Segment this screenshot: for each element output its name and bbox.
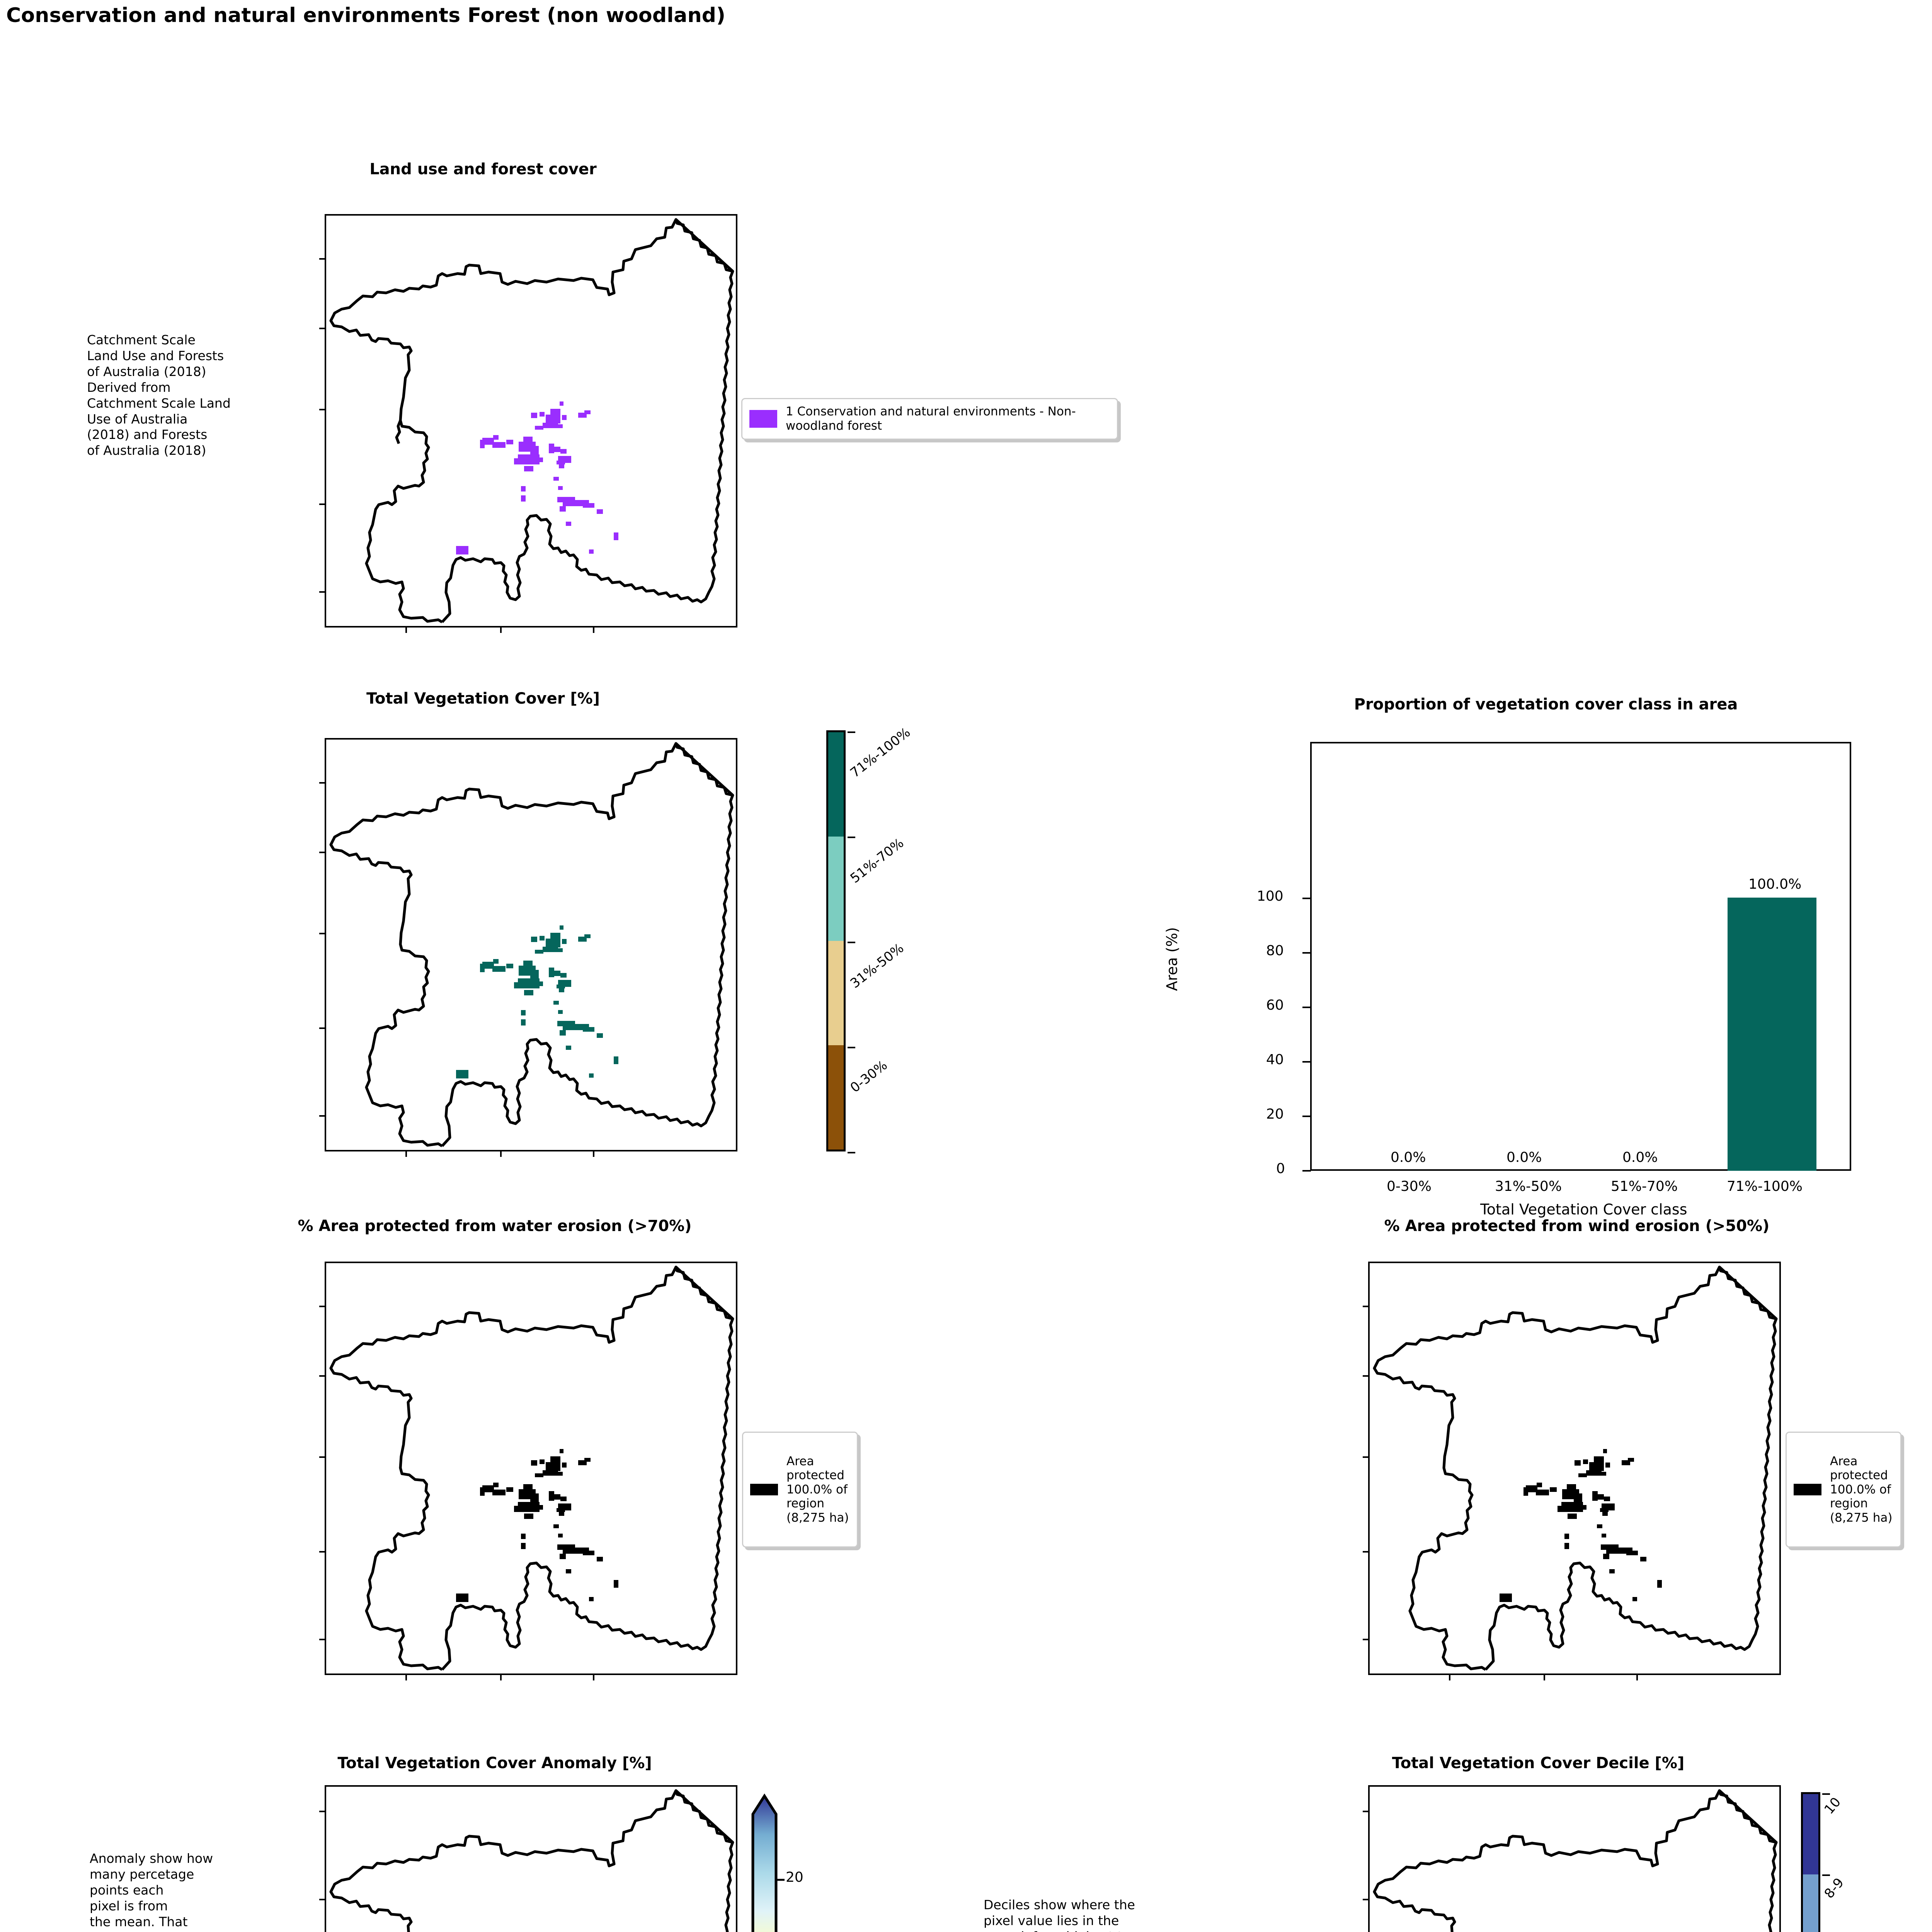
chart-xlabel: Total Vegetation Cover class	[1480, 1201, 1687, 1218]
decile-band-10	[1803, 1794, 1818, 1875]
panel-title-land-use: Land use and forest cover	[369, 160, 597, 178]
ytick-60: 60	[1266, 997, 1284, 1013]
land-use-geometry	[329, 218, 734, 624]
map-veg-cover	[319, 738, 737, 1157]
chart-title: Proportion of vegetation cover class in …	[1354, 696, 1738, 713]
panel-title-wind-erosion: % Area protected from wind erosion (>50%…	[1384, 1217, 1770, 1235]
ytick-80: 80	[1266, 943, 1284, 959]
decile-colorbar	[1801, 1792, 1830, 1932]
wind-erosion-legend-label: Area protected 100.0% of region (8,275 h…	[1830, 1454, 1893, 1525]
anomaly-raster	[326, 1787, 736, 1932]
ytick-0: 0	[1276, 1161, 1285, 1177]
xtick-0-30: 0-30%	[1387, 1179, 1432, 1194]
veg-cover-colorbar	[826, 730, 855, 1153]
colorbar-label-31-50: 31%-50%	[847, 940, 907, 992]
chart-plot-area	[1310, 742, 1851, 1171]
anomaly-colorbar	[751, 1793, 785, 1932]
bar-chart: 0 20 40 60 80 100 0.0% 0.0% 0.0% 100.0% …	[1164, 726, 1867, 1218]
bar-value-71-100: 100.0%	[1748, 876, 1802, 892]
veg-cover-raster	[456, 925, 618, 1078]
xtick-51-70: 51%-70%	[1611, 1179, 1678, 1194]
colorbar-label-71-100: 71%-100%	[847, 724, 914, 781]
colorbar-label-0-30: 0-30%	[847, 1057, 890, 1096]
map-water-erosion	[319, 1262, 737, 1680]
colorbar-band-0-30	[828, 1045, 844, 1150]
veg-cover-geometry	[329, 742, 734, 1148]
xtick-71-100: 71%-100%	[1727, 1179, 1803, 1194]
xtick-31-50: 31%-50%	[1495, 1179, 1562, 1194]
wind-erosion-legend: Area protected 100.0% of region (8,275 h…	[1786, 1432, 1901, 1548]
land-use-legend-swatch	[749, 410, 777, 428]
bar-value-51-70: 0.0%	[1622, 1150, 1658, 1165]
bar-value-31-50: 0.0%	[1506, 1150, 1542, 1165]
map-decile	[1363, 1785, 1781, 1932]
colorbar-band-51-70	[828, 837, 844, 941]
ytick-100: 100	[1257, 888, 1283, 904]
land-use-legend: 1 Conservation and natural environments …	[741, 398, 1118, 440]
map-anomaly	[319, 1785, 737, 1932]
decile-note: Deciles show where the pixel value lies …	[984, 1897, 1135, 1932]
panel-title-anomaly: Total Vegetation Cover Anomaly [%]	[337, 1754, 652, 1772]
panel-title-decile: Total Vegetation Cover Decile [%]	[1392, 1754, 1685, 1772]
water-erosion-legend: Area protected 100.0% of region (8,275 h…	[742, 1432, 858, 1548]
water-erosion-raster	[456, 1449, 618, 1602]
chart-ylabel: Area (%)	[1163, 927, 1181, 991]
colorbar-band-31-50	[828, 941, 844, 1045]
map-land-use	[319, 214, 737, 633]
decile-label-8-9: 8-9	[1821, 1875, 1847, 1901]
anomaly-note: Anomaly show how many percetage points e…	[90, 1851, 213, 1932]
panel-title-veg-cover: Total Vegetation Cover [%]	[366, 690, 600, 707]
wind-erosion-raster	[1500, 1449, 1662, 1602]
land-use-legend-label: 1 Conservation and natural environments …	[786, 405, 1076, 433]
colorbar-band-71-100	[828, 732, 844, 837]
bar-71-100	[1728, 898, 1816, 1171]
anomaly-tick-20: 20	[786, 1869, 803, 1885]
map-wind-erosion	[1363, 1262, 1781, 1680]
decile-band-8-9	[1803, 1874, 1818, 1932]
water-erosion-legend-swatch	[750, 1484, 778, 1495]
page-title: Conservation and natural environments Fo…	[6, 4, 726, 27]
decile-label-10: 10	[1821, 1794, 1844, 1817]
decile-raster	[1370, 1787, 1779, 1932]
anomaly-geometry	[329, 1789, 734, 1932]
ytick-40: 40	[1266, 1052, 1284, 1068]
water-erosion-geometry	[329, 1265, 734, 1671]
wind-erosion-legend-swatch	[1794, 1484, 1821, 1495]
ytick-20: 20	[1266, 1106, 1284, 1122]
panel-title-water-erosion: % Area protected from water erosion (>70…	[298, 1217, 692, 1235]
water-erosion-legend-label: Area protected 100.0% of region (8,275 h…	[786, 1454, 849, 1525]
bar-value-0-30: 0.0%	[1391, 1150, 1426, 1165]
colorbar-label-51-70: 51%-70%	[847, 835, 907, 886]
decile-geometry	[1373, 1789, 1778, 1932]
wind-erosion-geometry	[1373, 1265, 1778, 1671]
land-use-raster	[456, 401, 618, 554]
land-use-source-note: Catchment Scale Land Use and Forests of …	[87, 332, 231, 458]
